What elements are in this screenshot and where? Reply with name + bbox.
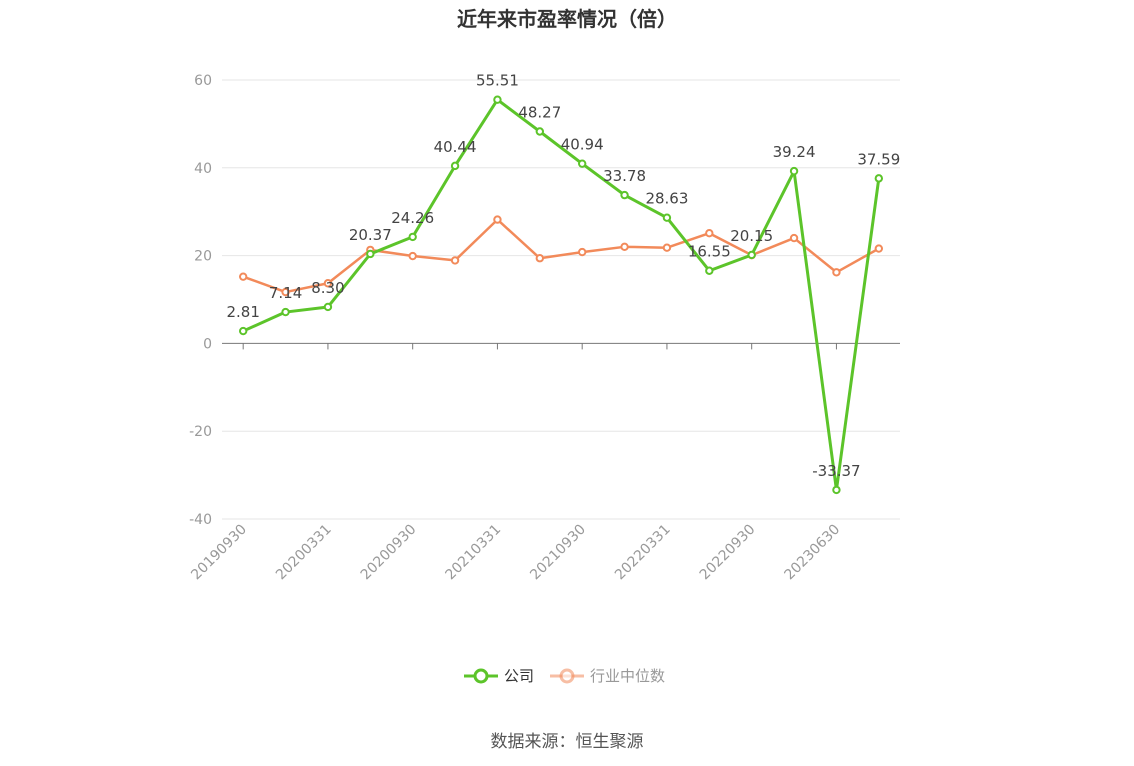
company-data-label: 24.26	[391, 209, 434, 227]
y-tick-label: -40	[189, 512, 212, 528]
x-axis: 20190930 20200331 20200930 20210331 20210930…	[188, 342, 900, 584]
x-tick-label: 20200331	[273, 522, 335, 584]
x-tick-label: 20220930	[697, 522, 759, 584]
chart-title: 近年来市盈率情况（倍）	[457, 7, 677, 31]
y-tick-label: 0	[203, 336, 212, 352]
industry-median-data-point[interactable]	[238, 272, 248, 281]
industry-median-data-point[interactable]	[535, 254, 545, 263]
industry-median-data-point[interactable]	[662, 243, 672, 252]
series-company-line	[242, 98, 881, 492]
company-data-label: 20.37	[349, 226, 392, 244]
x-tick-label: 20200930	[358, 522, 420, 584]
industry-median-data-point[interactable]	[705, 229, 714, 238]
company-data-label: 40.94	[561, 136, 604, 154]
company-data-point[interactable]	[662, 213, 672, 222]
company-data-label: 28.63	[645, 190, 688, 208]
industry-median-data-point[interactable]	[408, 251, 417, 261]
company-data-label: 37.59	[857, 150, 900, 168]
x-tick-label: 20220331	[612, 522, 674, 584]
company-data-point[interactable]	[493, 95, 502, 104]
series-layer	[238, 95, 884, 495]
industry-median-data-point[interactable]	[577, 247, 587, 257]
x-tick-label: 20230630	[782, 522, 844, 584]
company-data-label: 2.81	[226, 303, 259, 321]
industry-median-data-point[interactable]	[323, 279, 333, 288]
company-data-point[interactable]	[450, 161, 460, 171]
company-data-label: 8.30	[311, 279, 344, 297]
data-source: 数据来源：恒生聚源	[491, 732, 644, 752]
company-data-label: 16.55	[688, 243, 731, 261]
y-tick-label: 20	[194, 249, 212, 265]
company-data-point[interactable]	[620, 190, 629, 200]
company-data-label: 39.24	[773, 143, 816, 161]
legend-company-marker-icon	[473, 668, 489, 684]
industry-median-data-point[interactable]	[493, 215, 502, 224]
industry-median-data-point[interactable]	[281, 287, 290, 297]
company-data-point[interactable]	[789, 166, 799, 176]
company-data-point[interactable]	[535, 127, 545, 136]
company-data-point[interactable]	[408, 232, 417, 242]
company-data-label: 20.15	[730, 227, 773, 245]
company-data-point[interactable]	[747, 250, 756, 260]
company-data-label: 55.51	[476, 72, 519, 90]
legend: 公司 行业中位数	[464, 667, 665, 685]
company-data-point[interactable]	[281, 307, 290, 317]
company-data-point[interactable]	[323, 302, 333, 312]
legend-item-industry-median[interactable]: 行业中位数	[550, 667, 665, 685]
company-data-point[interactable]	[366, 249, 375, 259]
company-data-point[interactable]	[238, 326, 248, 336]
industry-median-data-point[interactable]	[832, 268, 841, 277]
company-data-label: 7.14	[269, 284, 302, 302]
legend-company-label: 公司	[504, 667, 534, 685]
industry-median-data-point[interactable]	[620, 242, 629, 252]
x-tick-label: 20190930	[188, 522, 250, 584]
company-data-label: 40.44	[434, 138, 477, 156]
company-data-point[interactable]	[832, 485, 841, 495]
industry-median-data-point[interactable]	[789, 233, 799, 243]
x-tick-label: 20210331	[443, 522, 505, 584]
industry-median-data-point[interactable]	[874, 244, 884, 253]
y-tick-label: 40	[194, 161, 212, 177]
series-industry-median-line	[242, 218, 880, 294]
company-data-label: 33.78	[603, 167, 646, 185]
company-data-label: -33.37	[812, 462, 860, 480]
company-data-point[interactable]	[577, 159, 587, 168]
y-axis-ticks: 60 40 20 0 -20 -40	[189, 73, 212, 528]
x-tick-label: 20210930	[527, 522, 589, 584]
company-data-label: 48.27	[518, 103, 561, 121]
company-data-point[interactable]	[705, 266, 714, 275]
industry-median-data-point[interactable]	[450, 256, 460, 265]
legend-item-company[interactable]: 公司	[464, 667, 534, 685]
legend-industry-label: 行业中位数	[590, 667, 665, 685]
y-tick-label: 60	[194, 73, 212, 89]
company-data-point[interactable]	[874, 174, 884, 183]
legend-industry-marker-icon	[559, 668, 575, 684]
y-tick-label: -20	[189, 424, 212, 440]
